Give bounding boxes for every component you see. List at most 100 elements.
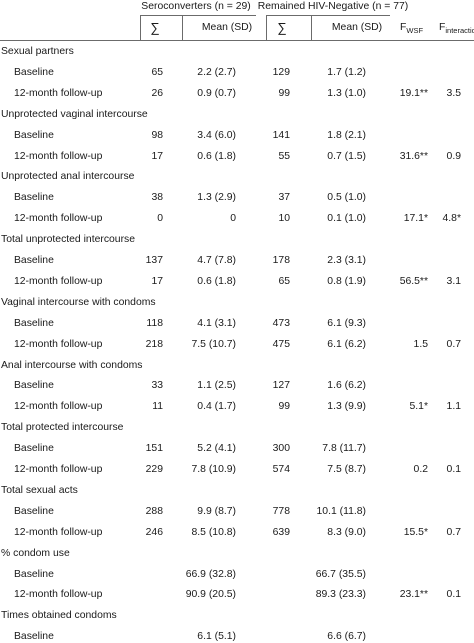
f-interaction-cell: 0.7	[446, 338, 461, 350]
section-title: Anal intercourse with condoms	[1, 359, 143, 371]
section-title: Total sexual acts	[1, 484, 78, 496]
seroconverters-mean-cell: 0.6 (1.8)	[197, 150, 236, 162]
section-title: Sexual partners	[1, 46, 74, 57]
f-wsf-cell: 1.5	[413, 338, 428, 350]
header-sum-symbol-2: ∑	[277, 20, 287, 35]
seroconverters-sum-cell: 38	[151, 192, 163, 204]
remained-sum-cell: 99	[278, 87, 290, 99]
row-label: Baseline	[14, 192, 54, 204]
seroconverters-mean-cell: 0.9 (0.7)	[197, 87, 236, 99]
row-label: 12-month follow-up	[14, 464, 103, 475]
remained-sum-cell: 65	[278, 275, 290, 287]
row-label: 12-month follow-up	[14, 87, 103, 99]
header-divider-1	[140, 15, 141, 40]
seroconverters-sum-cell: 26	[151, 87, 163, 99]
seroconverters-mean-cell: 7.8 (10.9)	[191, 464, 236, 475]
f-wsf-cell: 0.2	[413, 464, 428, 475]
remained-sum-cell: 129	[272, 66, 290, 78]
row-label: Baseline	[14, 631, 54, 643]
f-wsf-cell: 15.5*	[403, 526, 428, 538]
header-mean-sd-1: Mean (SD)	[201, 22, 253, 33]
header-f-interaction-main: F	[439, 22, 446, 33]
section-title: Total protected intercourse	[1, 422, 124, 434]
row-label: Baseline	[14, 129, 54, 141]
seroconverters-mean-cell: 7.5 (10.7)	[191, 338, 236, 350]
seroconverters-sum-cell: 118	[146, 317, 163, 329]
section-title: Unprotected vaginal intercourse	[1, 108, 148, 120]
section-title: % condom use	[1, 547, 70, 559]
remained-sum-cell: 141	[272, 129, 290, 141]
header-mean-sd-2: Mean (SD)	[331, 22, 383, 33]
section-title: Times obtained condoms	[1, 610, 117, 622]
remained-sum-cell: 99	[278, 401, 290, 413]
remained-mean-cell: 1.3 (1.0)	[327, 87, 366, 99]
header-f-interaction: Finteraction	[439, 22, 474, 35]
f-wsf-cell: 5.1*	[409, 401, 429, 413]
remained-mean-cell: 6.1 (9.3)	[327, 317, 366, 329]
remained-mean-cell: 1.3 (9.9)	[327, 401, 366, 413]
remained-mean-cell: 89.3 (23.3)	[315, 589, 366, 601]
remained-mean-cell: 1.6 (6.2)	[327, 380, 366, 392]
f-interaction-cell: 0.7	[446, 526, 461, 538]
remained-mean-cell: 0.5 (1.0)	[327, 192, 366, 204]
remained-mean-cell: 1.7 (1.2)	[327, 66, 366, 78]
seroconverters-mean-cell: 90.9 (20.5)	[185, 589, 236, 601]
row-label: 12-month follow-up	[14, 589, 103, 601]
seroconverters-mean-cell: 0.6 (1.8)	[197, 275, 236, 287]
seroconverters-mean-cell: 0	[230, 213, 236, 225]
remained-sum-cell: 475	[272, 338, 290, 350]
seroconverters-mean-cell: 8.5 (10.8)	[191, 526, 236, 538]
seroconverters-mean-cell: 4.7 (7.8)	[197, 255, 236, 266]
remained-mean-cell: 7.5 (8.7)	[327, 464, 366, 475]
remained-mean-cell: 8.3 (9.0)	[327, 526, 366, 538]
remained-mean-cell: 6.1 (6.2)	[327, 338, 366, 350]
seroconverters-mean-cell: 5.2 (4.1)	[197, 443, 236, 455]
row-label: Baseline	[14, 255, 54, 266]
row-label: Baseline	[14, 443, 54, 455]
seroconverters-mean-cell: 1.3 (2.9)	[197, 192, 236, 204]
seroconverters-mean-cell: 66.9 (32.8)	[185, 568, 236, 580]
header-sum-symbol-1: ∑	[150, 20, 160, 35]
row-label: Baseline	[14, 568, 54, 580]
seroconverters-sum-cell: 98	[151, 129, 163, 141]
header-f-interaction-sub: interaction	[445, 26, 474, 35]
row-label: Baseline	[14, 317, 54, 329]
seroconverters-mean-cell: 0.4 (1.7)	[197, 401, 236, 413]
row-label: Baseline	[14, 66, 54, 78]
f-interaction-cell: 0.1	[446, 589, 461, 601]
remained-mean-cell: 0.7 (1.5)	[327, 150, 366, 162]
remained-mean-cell: 6.6 (6.7)	[327, 631, 366, 643]
header-remained-negative: Remained HIV-Negative (n = 77)	[257, 1, 409, 12]
remained-sum-cell: 178	[272, 255, 290, 266]
remained-mean-cell: 66.7 (35.5)	[315, 568, 366, 580]
f-interaction-cell: 4.8*	[442, 213, 462, 225]
f-wsf-cell: 19.1**	[399, 87, 428, 99]
section-title: Vaginal intercourse with condoms	[1, 296, 156, 308]
remained-sum-cell: 473	[272, 317, 290, 329]
seroconverters-sum-cell: 65	[151, 66, 163, 78]
f-wsf-cell: 23.1**	[399, 589, 428, 601]
seroconverters-sum-cell: 218	[145, 338, 163, 350]
row-label: 12-month follow-up	[14, 526, 103, 538]
row-label: Baseline	[14, 380, 54, 392]
header-seroconverters: Seroconverters (n = 29)	[141, 1, 251, 12]
header-f-wsf-main: F	[400, 22, 407, 33]
seroconverters-sum-cell: 11	[152, 401, 163, 413]
seroconverters-mean-cell: 9.9 (8.7)	[197, 505, 236, 517]
seroconverters-mean-cell: 3.4 (6.0)	[197, 129, 236, 141]
remained-mean-cell: 0.8 (1.9)	[327, 275, 366, 287]
remained-sum-cell: 639	[272, 526, 290, 538]
seroconverters-mean-cell: 2.2 (2.7)	[197, 66, 236, 78]
seroconverters-sum-cell: 246	[145, 526, 163, 538]
remained-mean-cell: 2.3 (3.1)	[327, 255, 366, 266]
f-wsf-cell: 31.6**	[399, 150, 428, 162]
row-label: 12-month follow-up	[14, 275, 103, 287]
row-label: 12-month follow-up	[14, 401, 103, 413]
remained-sum-cell: 10	[278, 213, 290, 225]
seroconverters-sum-cell: 288	[145, 505, 163, 517]
remained-sum-cell: 574	[272, 464, 290, 475]
remained-sum-cell: 778	[272, 505, 290, 517]
f-interaction-cell: 3.5	[446, 87, 461, 99]
seroconverters-sum-cell: 0	[157, 213, 163, 225]
section-title: Unprotected anal intercourse	[1, 171, 135, 183]
